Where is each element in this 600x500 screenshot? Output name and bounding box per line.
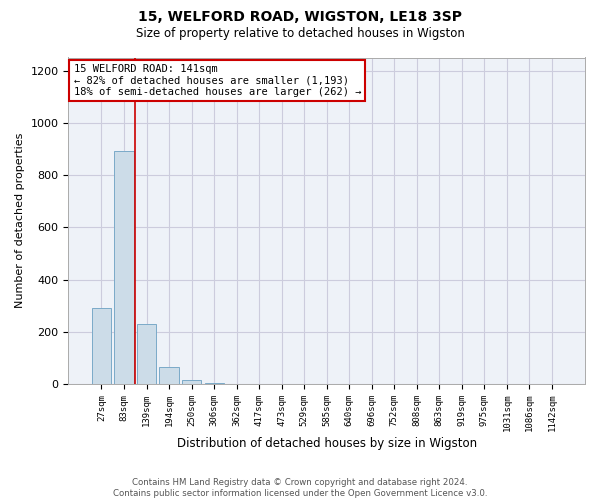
Bar [182, 380, 201, 384]
Bar [92, 308, 111, 384]
Bar [205, 383, 224, 384]
Text: 15 WELFORD ROAD: 141sqm
← 82% of detached houses are smaller (1,193)
18% of semi: 15 WELFORD ROAD: 141sqm ← 82% of detache… [74, 64, 361, 97]
X-axis label: Distribution of detached houses by size in Wigston: Distribution of detached houses by size … [176, 437, 477, 450]
Bar [160, 367, 179, 384]
Bar [137, 324, 156, 384]
Text: Contains HM Land Registry data © Crown copyright and database right 2024.
Contai: Contains HM Land Registry data © Crown c… [113, 478, 487, 498]
Text: 15, WELFORD ROAD, WIGSTON, LE18 3SP: 15, WELFORD ROAD, WIGSTON, LE18 3SP [138, 10, 462, 24]
Text: Size of property relative to detached houses in Wigston: Size of property relative to detached ho… [136, 28, 464, 40]
Bar [115, 151, 134, 384]
Y-axis label: Number of detached properties: Number of detached properties [15, 133, 25, 308]
